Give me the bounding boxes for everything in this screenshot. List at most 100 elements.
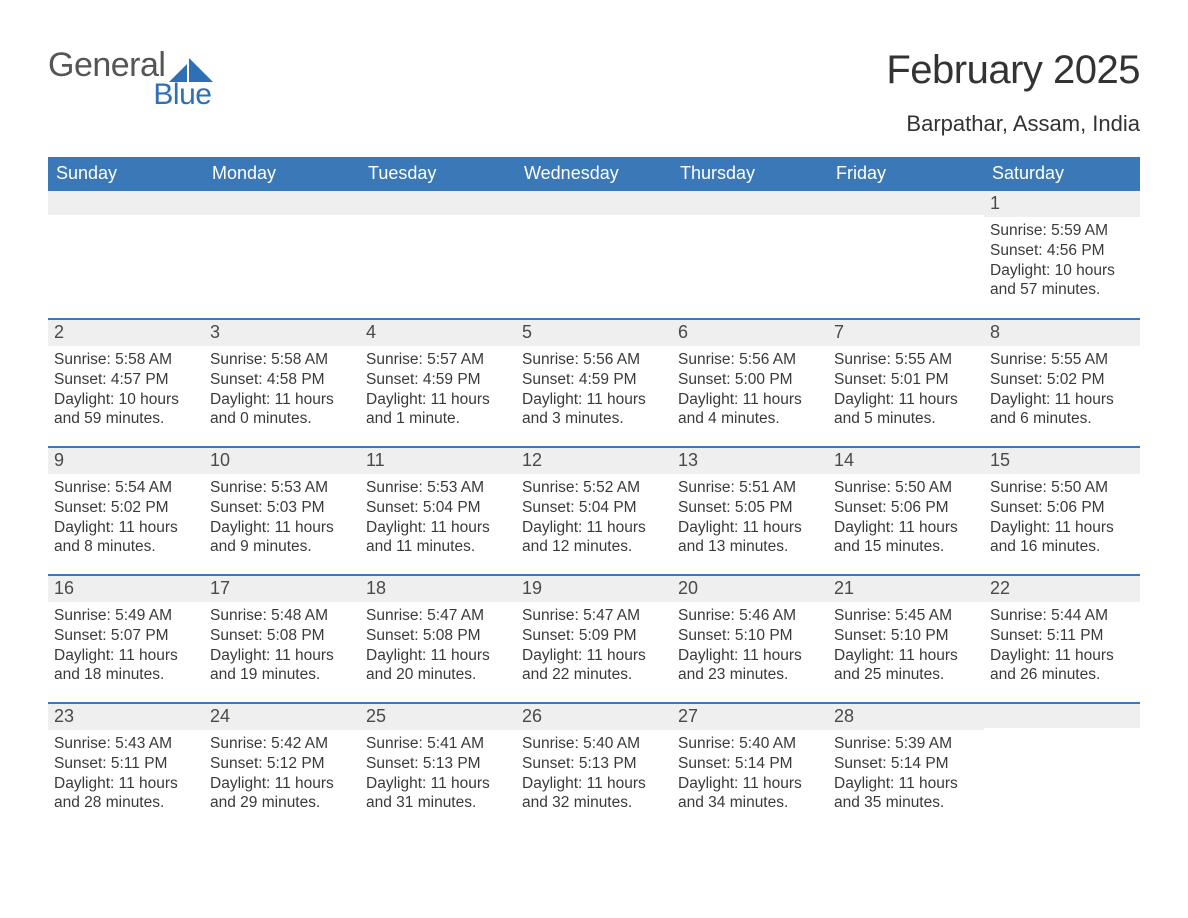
calendar-table: Sunday Monday Tuesday Wednesday Thursday… [48, 157, 1140, 831]
daylight-line: Daylight: 11 hours and 25 minutes. [834, 646, 978, 686]
sunrise-line: Sunrise: 5:53 AM [210, 478, 354, 498]
day-number: 2 [48, 320, 204, 346]
day-number [516, 191, 672, 215]
sunrise-line: Sunrise: 5:41 AM [366, 734, 510, 754]
week-row: 23Sunrise: 5:43 AMSunset: 5:11 PMDayligh… [48, 703, 1140, 831]
daylight-line: Daylight: 11 hours and 23 minutes. [678, 646, 822, 686]
day-number: 25 [360, 704, 516, 730]
day-cell: 26Sunrise: 5:40 AMSunset: 5:13 PMDayligh… [516, 703, 672, 831]
day-number [828, 191, 984, 215]
sunrise-line: Sunrise: 5:42 AM [210, 734, 354, 754]
sunrise-line: Sunrise: 5:48 AM [210, 606, 354, 626]
weekday-header: Thursday [672, 157, 828, 191]
daylight-line: Daylight: 11 hours and 6 minutes. [990, 390, 1134, 430]
day-cell: 12Sunrise: 5:52 AMSunset: 5:04 PMDayligh… [516, 447, 672, 575]
daylight-line: Daylight: 11 hours and 28 minutes. [54, 774, 198, 814]
day-body: Sunrise: 5:45 AMSunset: 5:10 PMDaylight:… [828, 602, 984, 691]
day-cell: 16Sunrise: 5:49 AMSunset: 5:07 PMDayligh… [48, 575, 204, 703]
sunset-line: Sunset: 5:11 PM [54, 754, 198, 774]
day-cell: 1Sunrise: 5:59 AMSunset: 4:56 PMDaylight… [984, 191, 1140, 319]
logo-word-blue: Blue [48, 80, 211, 110]
day-cell: 14Sunrise: 5:50 AMSunset: 5:06 PMDayligh… [828, 447, 984, 575]
daylight-line: Daylight: 11 hours and 5 minutes. [834, 390, 978, 430]
sunrise-line: Sunrise: 5:54 AM [54, 478, 198, 498]
day-body: Sunrise: 5:43 AMSunset: 5:11 PMDaylight:… [48, 730, 204, 819]
daylight-line: Daylight: 11 hours and 15 minutes. [834, 518, 978, 558]
day-number: 14 [828, 448, 984, 474]
day-number: 6 [672, 320, 828, 346]
day-cell: 5Sunrise: 5:56 AMSunset: 4:59 PMDaylight… [516, 319, 672, 447]
sunrise-line: Sunrise: 5:47 AM [522, 606, 666, 626]
calendar-body: 1Sunrise: 5:59 AMSunset: 4:56 PMDaylight… [48, 191, 1140, 831]
sunset-line: Sunset: 5:07 PM [54, 626, 198, 646]
day-body: Sunrise: 5:58 AMSunset: 4:58 PMDaylight:… [204, 346, 360, 435]
sunrise-line: Sunrise: 5:47 AM [366, 606, 510, 626]
day-cell [48, 191, 204, 319]
sunrise-line: Sunrise: 5:53 AM [366, 478, 510, 498]
month-title: February 2025 [886, 48, 1140, 93]
sunrise-line: Sunrise: 5:49 AM [54, 606, 198, 626]
day-body: Sunrise: 5:55 AMSunset: 5:02 PMDaylight:… [984, 346, 1140, 435]
daylight-line: Daylight: 10 hours and 57 minutes. [990, 261, 1134, 301]
daylight-line: Daylight: 11 hours and 29 minutes. [210, 774, 354, 814]
day-cell: 18Sunrise: 5:47 AMSunset: 5:08 PMDayligh… [360, 575, 516, 703]
daylight-line: Daylight: 11 hours and 22 minutes. [522, 646, 666, 686]
sunrise-line: Sunrise: 5:50 AM [834, 478, 978, 498]
day-cell: 15Sunrise: 5:50 AMSunset: 5:06 PMDayligh… [984, 447, 1140, 575]
day-cell: 11Sunrise: 5:53 AMSunset: 5:04 PMDayligh… [360, 447, 516, 575]
sunset-line: Sunset: 5:05 PM [678, 498, 822, 518]
day-cell: 6Sunrise: 5:56 AMSunset: 5:00 PMDaylight… [672, 319, 828, 447]
day-number [360, 191, 516, 215]
day-body [828, 215, 984, 225]
day-body: Sunrise: 5:53 AMSunset: 5:03 PMDaylight:… [204, 474, 360, 563]
day-number: 26 [516, 704, 672, 730]
day-cell: 3Sunrise: 5:58 AMSunset: 4:58 PMDaylight… [204, 319, 360, 447]
logo: General Blue [48, 48, 213, 110]
day-cell [672, 191, 828, 319]
day-cell [828, 191, 984, 319]
sunrise-line: Sunrise: 5:59 AM [990, 221, 1134, 241]
day-body: Sunrise: 5:50 AMSunset: 5:06 PMDaylight:… [828, 474, 984, 563]
day-body: Sunrise: 5:40 AMSunset: 5:14 PMDaylight:… [672, 730, 828, 819]
day-cell: 17Sunrise: 5:48 AMSunset: 5:08 PMDayligh… [204, 575, 360, 703]
day-cell: 20Sunrise: 5:46 AMSunset: 5:10 PMDayligh… [672, 575, 828, 703]
day-body: Sunrise: 5:57 AMSunset: 4:59 PMDaylight:… [360, 346, 516, 435]
day-body: Sunrise: 5:47 AMSunset: 5:08 PMDaylight:… [360, 602, 516, 691]
sunset-line: Sunset: 5:08 PM [210, 626, 354, 646]
sunrise-line: Sunrise: 5:40 AM [522, 734, 666, 754]
sunset-line: Sunset: 5:11 PM [990, 626, 1134, 646]
day-number: 3 [204, 320, 360, 346]
location-label: Barpathar, Assam, India [886, 111, 1140, 137]
weekday-header: Tuesday [360, 157, 516, 191]
day-body: Sunrise: 5:51 AMSunset: 5:05 PMDaylight:… [672, 474, 828, 563]
sunrise-line: Sunrise: 5:58 AM [210, 350, 354, 370]
daylight-line: Daylight: 11 hours and 1 minute. [366, 390, 510, 430]
day-body: Sunrise: 5:54 AMSunset: 5:02 PMDaylight:… [48, 474, 204, 563]
day-number: 5 [516, 320, 672, 346]
daylight-line: Daylight: 11 hours and 20 minutes. [366, 646, 510, 686]
week-row: 1Sunrise: 5:59 AMSunset: 4:56 PMDaylight… [48, 191, 1140, 319]
day-cell: 13Sunrise: 5:51 AMSunset: 5:05 PMDayligh… [672, 447, 828, 575]
daylight-line: Daylight: 11 hours and 4 minutes. [678, 390, 822, 430]
daylight-line: Daylight: 11 hours and 12 minutes. [522, 518, 666, 558]
sunset-line: Sunset: 5:06 PM [834, 498, 978, 518]
day-number: 21 [828, 576, 984, 602]
day-cell: 27Sunrise: 5:40 AMSunset: 5:14 PMDayligh… [672, 703, 828, 831]
day-number: 24 [204, 704, 360, 730]
daylight-line: Daylight: 11 hours and 31 minutes. [366, 774, 510, 814]
sunrise-line: Sunrise: 5:55 AM [834, 350, 978, 370]
day-number: 9 [48, 448, 204, 474]
day-number [672, 191, 828, 215]
day-cell [204, 191, 360, 319]
day-number [48, 191, 204, 215]
sunrise-line: Sunrise: 5:45 AM [834, 606, 978, 626]
day-number: 15 [984, 448, 1140, 474]
daylight-line: Daylight: 11 hours and 13 minutes. [678, 518, 822, 558]
day-number: 7 [828, 320, 984, 346]
day-body [672, 215, 828, 225]
header-bar: General Blue February 2025 Barpathar, As… [48, 48, 1140, 137]
day-body: Sunrise: 5:42 AMSunset: 5:12 PMDaylight:… [204, 730, 360, 819]
sunrise-line: Sunrise: 5:43 AM [54, 734, 198, 754]
sunset-line: Sunset: 5:10 PM [834, 626, 978, 646]
day-number: 17 [204, 576, 360, 602]
